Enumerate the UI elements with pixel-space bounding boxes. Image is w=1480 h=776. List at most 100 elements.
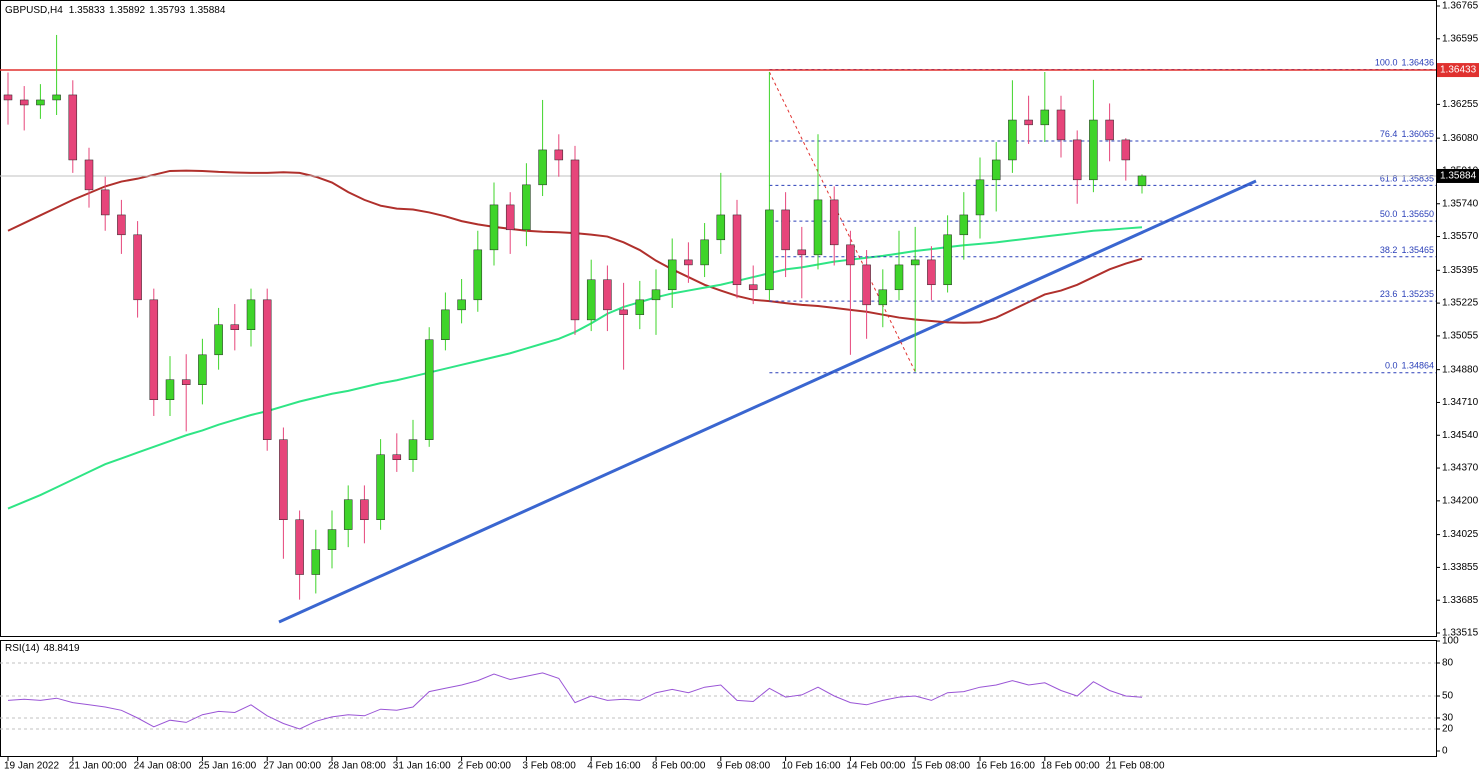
header-low: 1.35793 xyxy=(149,5,186,16)
fib-level-label: 23.6 1.35235 xyxy=(1380,290,1434,300)
x-tick-label: 2 Feb 00:00 xyxy=(458,761,512,772)
candle-body xyxy=(117,214,126,236)
y-tick-label: 1.36595 xyxy=(1442,33,1479,44)
header-high: 1.35892 xyxy=(109,5,146,16)
rsi-header: RSI(14) 48.8419 xyxy=(5,643,80,654)
candle-body xyxy=(262,299,272,440)
candle-body xyxy=(635,299,645,315)
candle-body xyxy=(1121,139,1131,161)
y-tick-label: 1.35740 xyxy=(1442,198,1479,209)
y-tick-label: 1.36080 xyxy=(1442,133,1479,144)
x-tick-label: 19 Jan 2022 xyxy=(4,761,59,772)
candle-body xyxy=(3,94,13,101)
y-tick-label: 1.34200 xyxy=(1442,495,1479,506)
candle-body xyxy=(343,499,353,530)
candle-body xyxy=(230,324,240,330)
candle-body xyxy=(505,204,515,231)
candle-body xyxy=(376,454,385,521)
fib-level-percent: 100.0 xyxy=(1375,58,1398,68)
chart-title: GBPUSD,H4 xyxy=(5,5,63,16)
fib-level-label: 76.4 1.36065 xyxy=(1380,129,1434,139)
candle-body xyxy=(68,94,78,161)
fib-level-label: 61.8 1.35835 xyxy=(1380,174,1434,184)
x-tick-label: 15 Feb 08:00 xyxy=(911,761,970,772)
y-tick-label: 1.33685 xyxy=(1442,595,1479,606)
y-tick-label: 1.35225 xyxy=(1442,298,1479,309)
resistance-price-box xyxy=(1437,63,1479,78)
candle-body xyxy=(360,499,369,521)
candle-body xyxy=(684,259,693,266)
fib-level-percent: 38.2 xyxy=(1380,245,1398,255)
candle-body xyxy=(19,99,29,106)
x-tick-label: 18 Feb 00:00 xyxy=(1041,761,1100,772)
candle-body xyxy=(975,179,985,216)
candle-body xyxy=(554,149,564,161)
y-tick-label: 1.33855 xyxy=(1442,562,1479,573)
candle-body xyxy=(441,309,450,341)
fib-level-label: 100.0 1.36436 xyxy=(1375,58,1434,68)
candle-body xyxy=(246,299,256,330)
candle-body xyxy=(765,209,774,291)
candle-body xyxy=(651,289,661,301)
fib-level-price: 1.35650 xyxy=(1401,209,1434,219)
candle-body xyxy=(311,549,321,575)
chart-header: GBPUSD,H4 1.35833 1.35892 1.35793 1.35884 xyxy=(5,5,226,16)
candle-body xyxy=(198,354,207,385)
candle-body xyxy=(1137,175,1147,187)
fib-level-percent: 76.4 xyxy=(1380,129,1398,139)
candle-body xyxy=(797,249,807,256)
candle-body xyxy=(991,159,1001,181)
candle-body xyxy=(570,159,580,321)
current-price-label: 1.35884 xyxy=(1440,171,1477,182)
rsi-tick-label: 20 xyxy=(1442,724,1454,735)
candle-body xyxy=(862,264,871,306)
x-tick-label: 14 Feb 00:00 xyxy=(846,761,905,772)
rsi-last-value: 48.8419 xyxy=(43,643,80,654)
candle-body xyxy=(878,289,888,306)
fib-level-price: 1.36436 xyxy=(1401,58,1434,68)
rsi-title: RSI(14) xyxy=(5,643,39,654)
candle-body xyxy=(619,309,628,315)
rsi-panel-frame xyxy=(0,640,1437,757)
fib-level-price: 1.36065 xyxy=(1401,129,1434,139)
rsi-line xyxy=(7,672,1143,730)
fib-level-price: 1.35835 xyxy=(1401,174,1434,184)
candle-body xyxy=(538,149,547,186)
y-tick-label: 1.33515 xyxy=(1442,628,1479,639)
x-tick-label: 24 Jan 08:00 xyxy=(134,761,192,772)
fib-level-price: 1.35465 xyxy=(1401,245,1434,255)
fib-level-price: 1.35235 xyxy=(1401,290,1434,300)
y-tick-label: 1.34540 xyxy=(1442,430,1479,441)
rsi-tick-label: 30 xyxy=(1442,713,1454,724)
candle-body xyxy=(149,299,159,401)
candle-body xyxy=(1105,119,1114,141)
fib-level-percent: 61.8 xyxy=(1380,174,1398,184)
fib-anchor-line xyxy=(768,71,916,373)
y-tick-label: 1.36765 xyxy=(1442,1,1479,12)
candle-body xyxy=(1056,109,1066,141)
candle-body xyxy=(214,324,223,356)
candle-body xyxy=(829,199,839,246)
candle-body xyxy=(133,234,142,301)
candle-body xyxy=(100,189,110,216)
x-tick-label: 21 Jan 00:00 xyxy=(69,761,127,772)
resistance-price-label: 1.36433 xyxy=(1440,65,1477,76)
candle-body xyxy=(927,259,936,286)
fib-level-label: 50.0 1.35650 xyxy=(1380,209,1434,219)
candle-body xyxy=(36,99,45,106)
rsi-tick-label: 50 xyxy=(1442,691,1454,702)
y-tick-label: 1.34025 xyxy=(1442,529,1479,540)
main-panel-frame xyxy=(0,0,1437,637)
rsi-tick-label: 0 xyxy=(1442,746,1448,757)
candle-body xyxy=(700,239,709,266)
candle-body xyxy=(1008,119,1017,161)
y-tick-label: 1.35395 xyxy=(1442,265,1479,276)
y-tick-label: 1.34710 xyxy=(1442,397,1479,408)
y-tick-label: 1.34880 xyxy=(1442,364,1479,375)
fib-level-percent: 0.0 xyxy=(1385,361,1398,371)
candle-body xyxy=(52,94,61,101)
candle-body xyxy=(603,279,612,311)
candle-body xyxy=(165,379,175,401)
fib-level-label: 0.0 1.34864 xyxy=(1385,361,1434,371)
